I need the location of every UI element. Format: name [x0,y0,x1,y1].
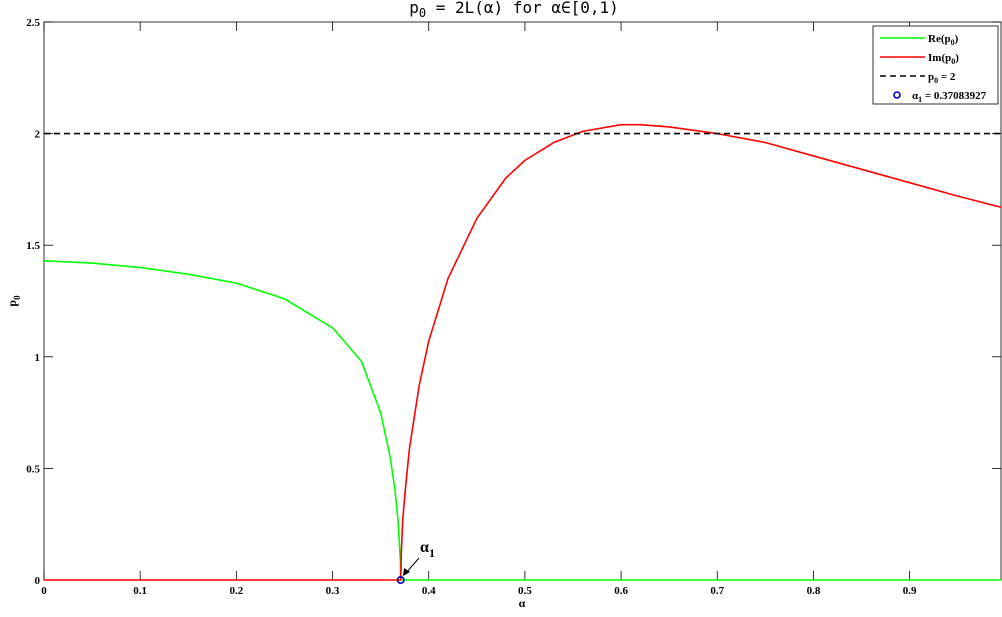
svg-text:α1: α1 [420,539,435,560]
y-tick-label: 2 [35,129,41,141]
legend-label-p-0-2: p0 = 2 [928,71,956,85]
x-tick-label: 0.1 [133,585,147,597]
legend-swatch-marker [893,91,901,99]
x-tick-label: 0.8 [807,585,821,597]
legend-box [872,25,999,105]
y-tick-labels: 0 0.5 1 1.5 2 2.5 [26,17,40,587]
series-line-re-p-0 [43,260,1001,581]
annotation-alpha1: α1 [403,539,435,576]
y-tick-label: 0 [35,575,41,587]
x-tick-label: 0.9 [903,585,917,597]
x-tick-label: 0 [41,585,47,597]
chart-title-main: p [409,0,419,17]
x-tick-label: 0.2 [229,585,243,597]
legend-label-re-p-0: Re(p0) [928,33,959,47]
plot-area: 0 0.1 0.2 0.3 0.4 0.5 0.6 0.7 0.8 0.9 0 0.5 1 1.5 2 2.… [26,17,1002,597]
y-axis-label-sub: 0 [12,295,22,300]
x-tick-labels: 0 0.1 0.2 0.3 0.4 0.5 0.6 0.7 0.8 0.9 [41,585,917,597]
tick-marks [43,21,1001,581]
x-axis-label: α [519,596,526,610]
y-tick-label: 0.5 [26,463,40,475]
y-tick-label: 2.5 [26,17,40,29]
x-tick-label: 0.7 [710,585,724,597]
x-tick-label: 0.4 [422,585,436,597]
chart-title-sub: 0 [419,6,426,20]
chart-title: p0 = 2L(α) for α∈[0,1) [409,0,619,20]
y-tick-label: 1.5 [26,240,40,252]
x-tick-label: 0.6 [614,585,628,597]
alpha1-marker [396,575,405,584]
annotation-arrow-shaft [405,557,420,574]
y-axis-label: p0 [5,295,22,307]
series-layer [43,123,1002,581]
legend-label-im-p-0: Im(p0) [928,52,959,66]
axes-box [43,21,1002,581]
y-axis-label-main: p [5,300,19,307]
chart-title-rest: = 2L(α) for α∈[0,1) [426,0,619,17]
annotation-sub: 1 [429,546,435,560]
legend-label-1-0-37083927: α1 = 0.37083927 [912,90,987,104]
svg-text:α: α [519,596,526,610]
x-tick-label: 0.3 [326,585,340,597]
series-line-im-p-0 [44,123,1002,581]
marker-layer [396,575,405,584]
annotation-main: α [420,539,429,556]
y-tick-label: 1 [35,352,41,364]
annotation-arrow-head [403,568,410,576]
x-tick-label: 0.5 [518,585,532,597]
svg-text:p0 = 2L(α) for α∈[0,1): p0 = 2L(α) for α∈[0,1) [409,0,619,20]
svg-text:p0: p0 [5,295,22,307]
legend: Re(p0) Im(p0) p0 = 2 α1 = 0.37083927 [872,25,999,105]
